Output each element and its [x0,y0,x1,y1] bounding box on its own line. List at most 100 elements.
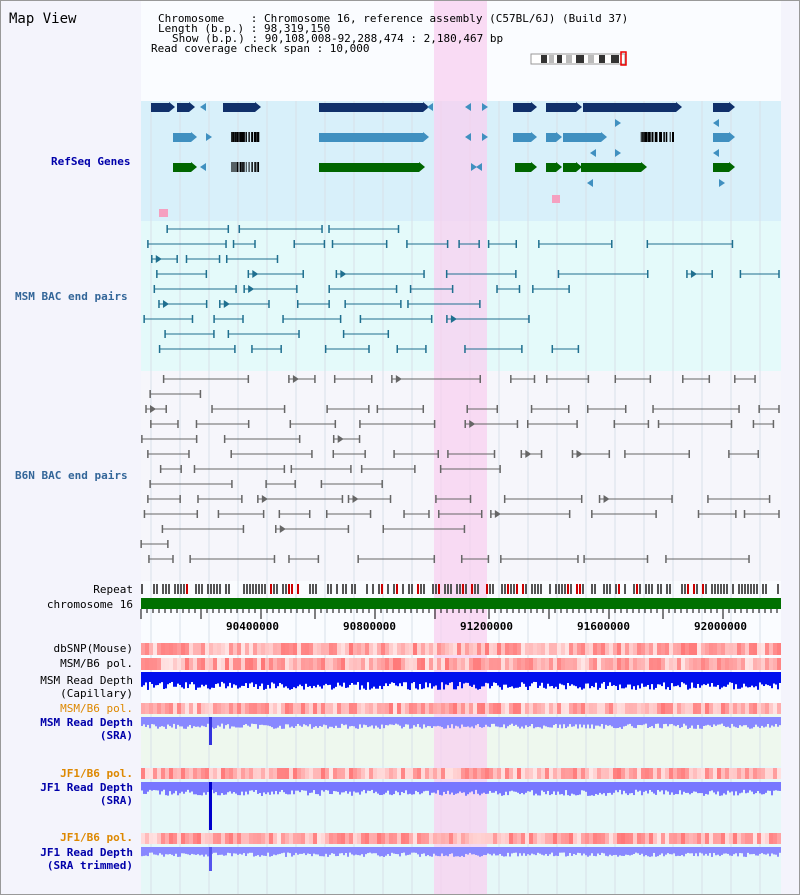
msm-sra-depth-bar [759,717,761,728]
jf1-b6-pol-strip [213,768,217,779]
dbsnp-strip [677,643,681,655]
msm-capillary-depth-bar [521,672,523,683]
msm-b6-pol-strip [765,658,769,670]
dbsnp-strip [521,643,525,655]
msm-sra-depth-bar [449,717,451,728]
msm-capillary-depth-bar [575,672,577,687]
repeat-mark [258,584,260,594]
msm-b6-pol-strip [261,658,265,670]
msm-capillary-depth-bar [557,672,559,690]
jf1-sra-depth-bar [397,782,399,793]
repeat-mark [315,584,317,594]
jf1-b6-pol-2-strip [453,833,457,844]
msm-sra-depth-bar [665,717,667,724]
jf1-sra-depth-bar [575,782,577,796]
jf1-b6-pol-2-strip [557,833,561,844]
jf1-trim-depth-bar [473,847,475,855]
jf1-trim-depth-bar [487,847,489,854]
msm-capillary-depth-bar [455,672,457,690]
jf1-sra-depth-bar [723,782,725,794]
jf1-b6-pol-2-strip [613,833,617,844]
jf1-sra-depth-bar [361,782,363,792]
msm-capillary-depth-bar [717,672,719,686]
jf1-b6-pol-2-strip [597,833,601,844]
jf1-trim-depth-bar [597,847,599,854]
jf1-trim-depth-bar [289,847,291,854]
msm-b6-pol-strip [305,658,309,670]
b6n-bac-label[interactable]: B6N BAC end pairs [15,469,128,482]
msm-b6-pol-strip [733,658,737,670]
jf1-b6-pol-strip [673,768,677,779]
jf1-b6-pol-2-strip [465,833,469,844]
jf1-sra-depth-bar [771,782,773,796]
msm-b6-pol-strip [613,658,617,670]
dbsnp-strip [601,643,605,655]
refseq-genes-label[interactable]: RefSeq Genes [51,155,131,168]
jf1-sra-depth-bar [175,782,177,791]
msm-capillary-depth-bar [523,672,525,684]
jf1-sra-depth-bar [481,782,483,794]
jf1-sra-depth-bar [215,782,217,793]
jf1-sra-depth-bar [439,782,441,795]
jf1-sra-depth-bar [307,782,309,796]
jf1-b6-pol-2-strip [617,833,621,844]
jf1-sra-depth-bar [155,782,157,791]
msm-sra-depth-bar [467,717,469,727]
msm-capillary-depth-bar [297,672,299,687]
repeat-mark [246,584,248,594]
jf1-sra-depth-bar [667,782,669,792]
jf1-sra-depth-bar [475,782,477,790]
msm-sra-depth-bar [647,717,649,729]
msm-b6-pol-strip [181,658,185,670]
dbsnp-strip [725,643,729,655]
msm-b6-pol-strip [145,658,149,670]
msm-capillary-depth-bar [595,672,597,683]
msm-capillary-depth-bar [739,672,741,689]
msm-capillary-depth-bar [771,672,773,689]
jf1-b6-pol-strip [381,768,385,779]
jf1-sra-depth-bar [585,782,587,792]
msm-sra-depth-bar [479,717,481,727]
jf1-sra-depth-bar [271,782,273,792]
jf1-b6-pol-strip [725,768,729,779]
jf1-trim-depth-bar [627,847,629,855]
jf1-sra-depth-bar [147,782,149,792]
jf1-sra-depth-bar [731,782,733,792]
msm-sra-depth-bar [585,717,587,729]
jf1-b6-pol-2-strip [649,833,653,844]
jf1-sra-depth-bar [645,782,647,791]
ideogram-band [566,55,572,63]
msm-capillary-depth-bar [177,672,179,684]
msm-capillary-depth-bar [241,672,243,686]
jf1-b6-pol-2-strip [437,833,441,844]
jf1-sra-depth-bar [387,782,389,791]
dbsnp-strip [225,643,229,655]
repeat-mark [330,584,332,594]
msm-capillary-depth-bar [493,672,495,683]
jf1-b6-pol-2-strip [405,833,409,844]
msm-sra-depth-bar [409,717,411,729]
repeat-mark [180,584,182,594]
jf1-sra-depth-bar [191,782,193,792]
msm-sra-depth-bar [247,717,249,726]
msm-sra-depth-bar [635,717,637,729]
msm-sra-depth-bar [171,717,173,728]
msm-sra-depth-bar [277,717,279,728]
jf1-trim-depth-bar [399,847,401,857]
msm-capillary-depth-bar [509,672,511,688]
repeat-mark [342,584,344,594]
dbsnp-strip [489,643,493,655]
msm-b6-pol-strip [357,658,361,670]
jf1-trim-depth-bar [189,847,191,856]
msm-bac-label[interactable]: MSM BAC end pairs [15,290,128,303]
msm-capillary-depth-bar [617,672,619,690]
jf1-b6-pol-strip [165,768,169,779]
msm-b6-pol-strip [585,658,589,670]
msm-capillary-depth-bar [207,672,209,689]
jf1-sra-depth-bar [385,782,387,793]
jf1-b6-pol-2-strip [601,833,605,844]
msm-b6-pol-strip [749,658,753,670]
msm-sra-depth-bar [509,717,511,725]
jf1-b6-pol-2-strip [541,833,545,844]
